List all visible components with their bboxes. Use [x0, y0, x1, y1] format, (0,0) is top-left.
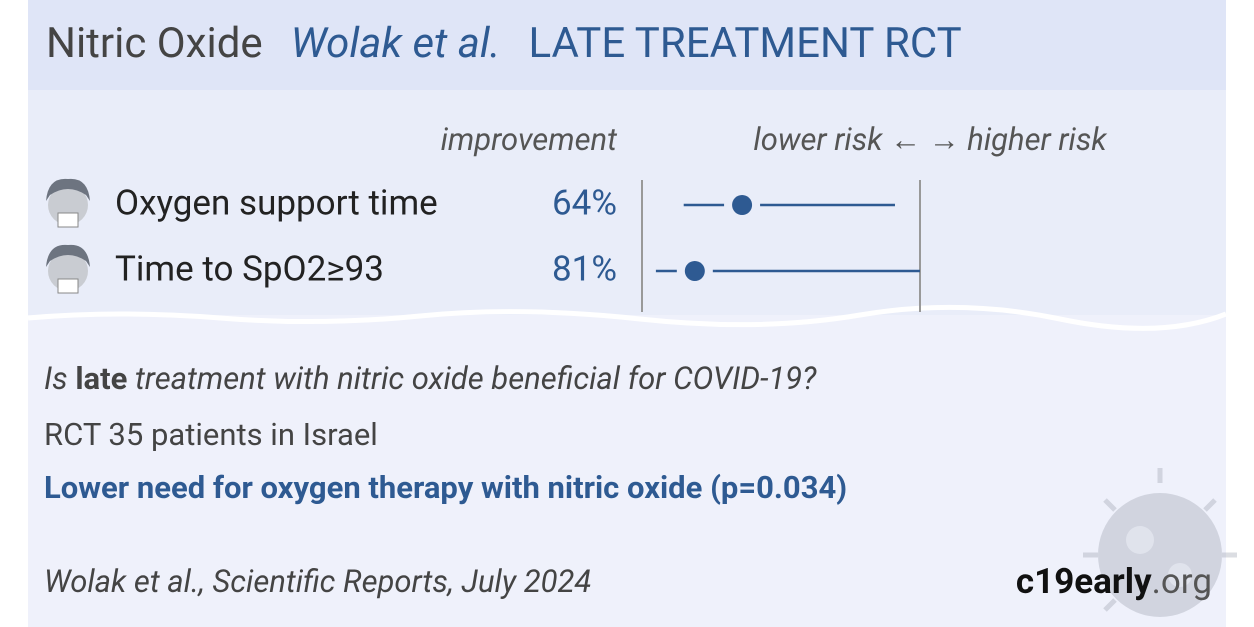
header-band [28, 0, 1226, 90]
brand-name: c19early [1016, 561, 1152, 602]
question-part: treatment with nitric oxide beneficial f… [127, 360, 817, 397]
improvement-value: 81% [552, 248, 617, 289]
direction-label: lower risk ← → higher risk [753, 121, 1107, 158]
patient-icon [46, 244, 90, 294]
plot-band [28, 90, 1226, 315]
patient-icon [46, 178, 90, 228]
title: Nitric Oxide Wolak et al. LATE TREATMENT R… [46, 19, 962, 68]
details: RCT 35 patients in Israel [44, 416, 378, 453]
citation: Wolak et al., Scientific Reports, July 2… [44, 563, 591, 600]
virus [1083, 468, 1237, 617]
question-emphasis: late [75, 360, 127, 397]
divider [27, 304, 1227, 331]
title-study: Wolak et al. [291, 19, 501, 68]
improvement-header: improvement [441, 121, 618, 158]
title-subject: Nitric Oxide [46, 19, 263, 68]
question-part: Is [44, 360, 75, 397]
row-label: Time to SpO2≥93 [115, 248, 384, 289]
point-estimate [732, 195, 753, 215]
brand: c19early.org [1016, 561, 1212, 602]
question: Is late treatment with nitric oxide bene… [44, 360, 817, 397]
title-type: LATE TREATMENT RCT [529, 19, 962, 68]
brand-domain: .org [1152, 561, 1212, 602]
row-label: Oxygen support time [115, 182, 438, 223]
improvement-value: 64% [552, 182, 617, 223]
point-estimate [684, 261, 705, 281]
conclusion: Lower need for oxygen therapy with nitri… [44, 469, 847, 506]
